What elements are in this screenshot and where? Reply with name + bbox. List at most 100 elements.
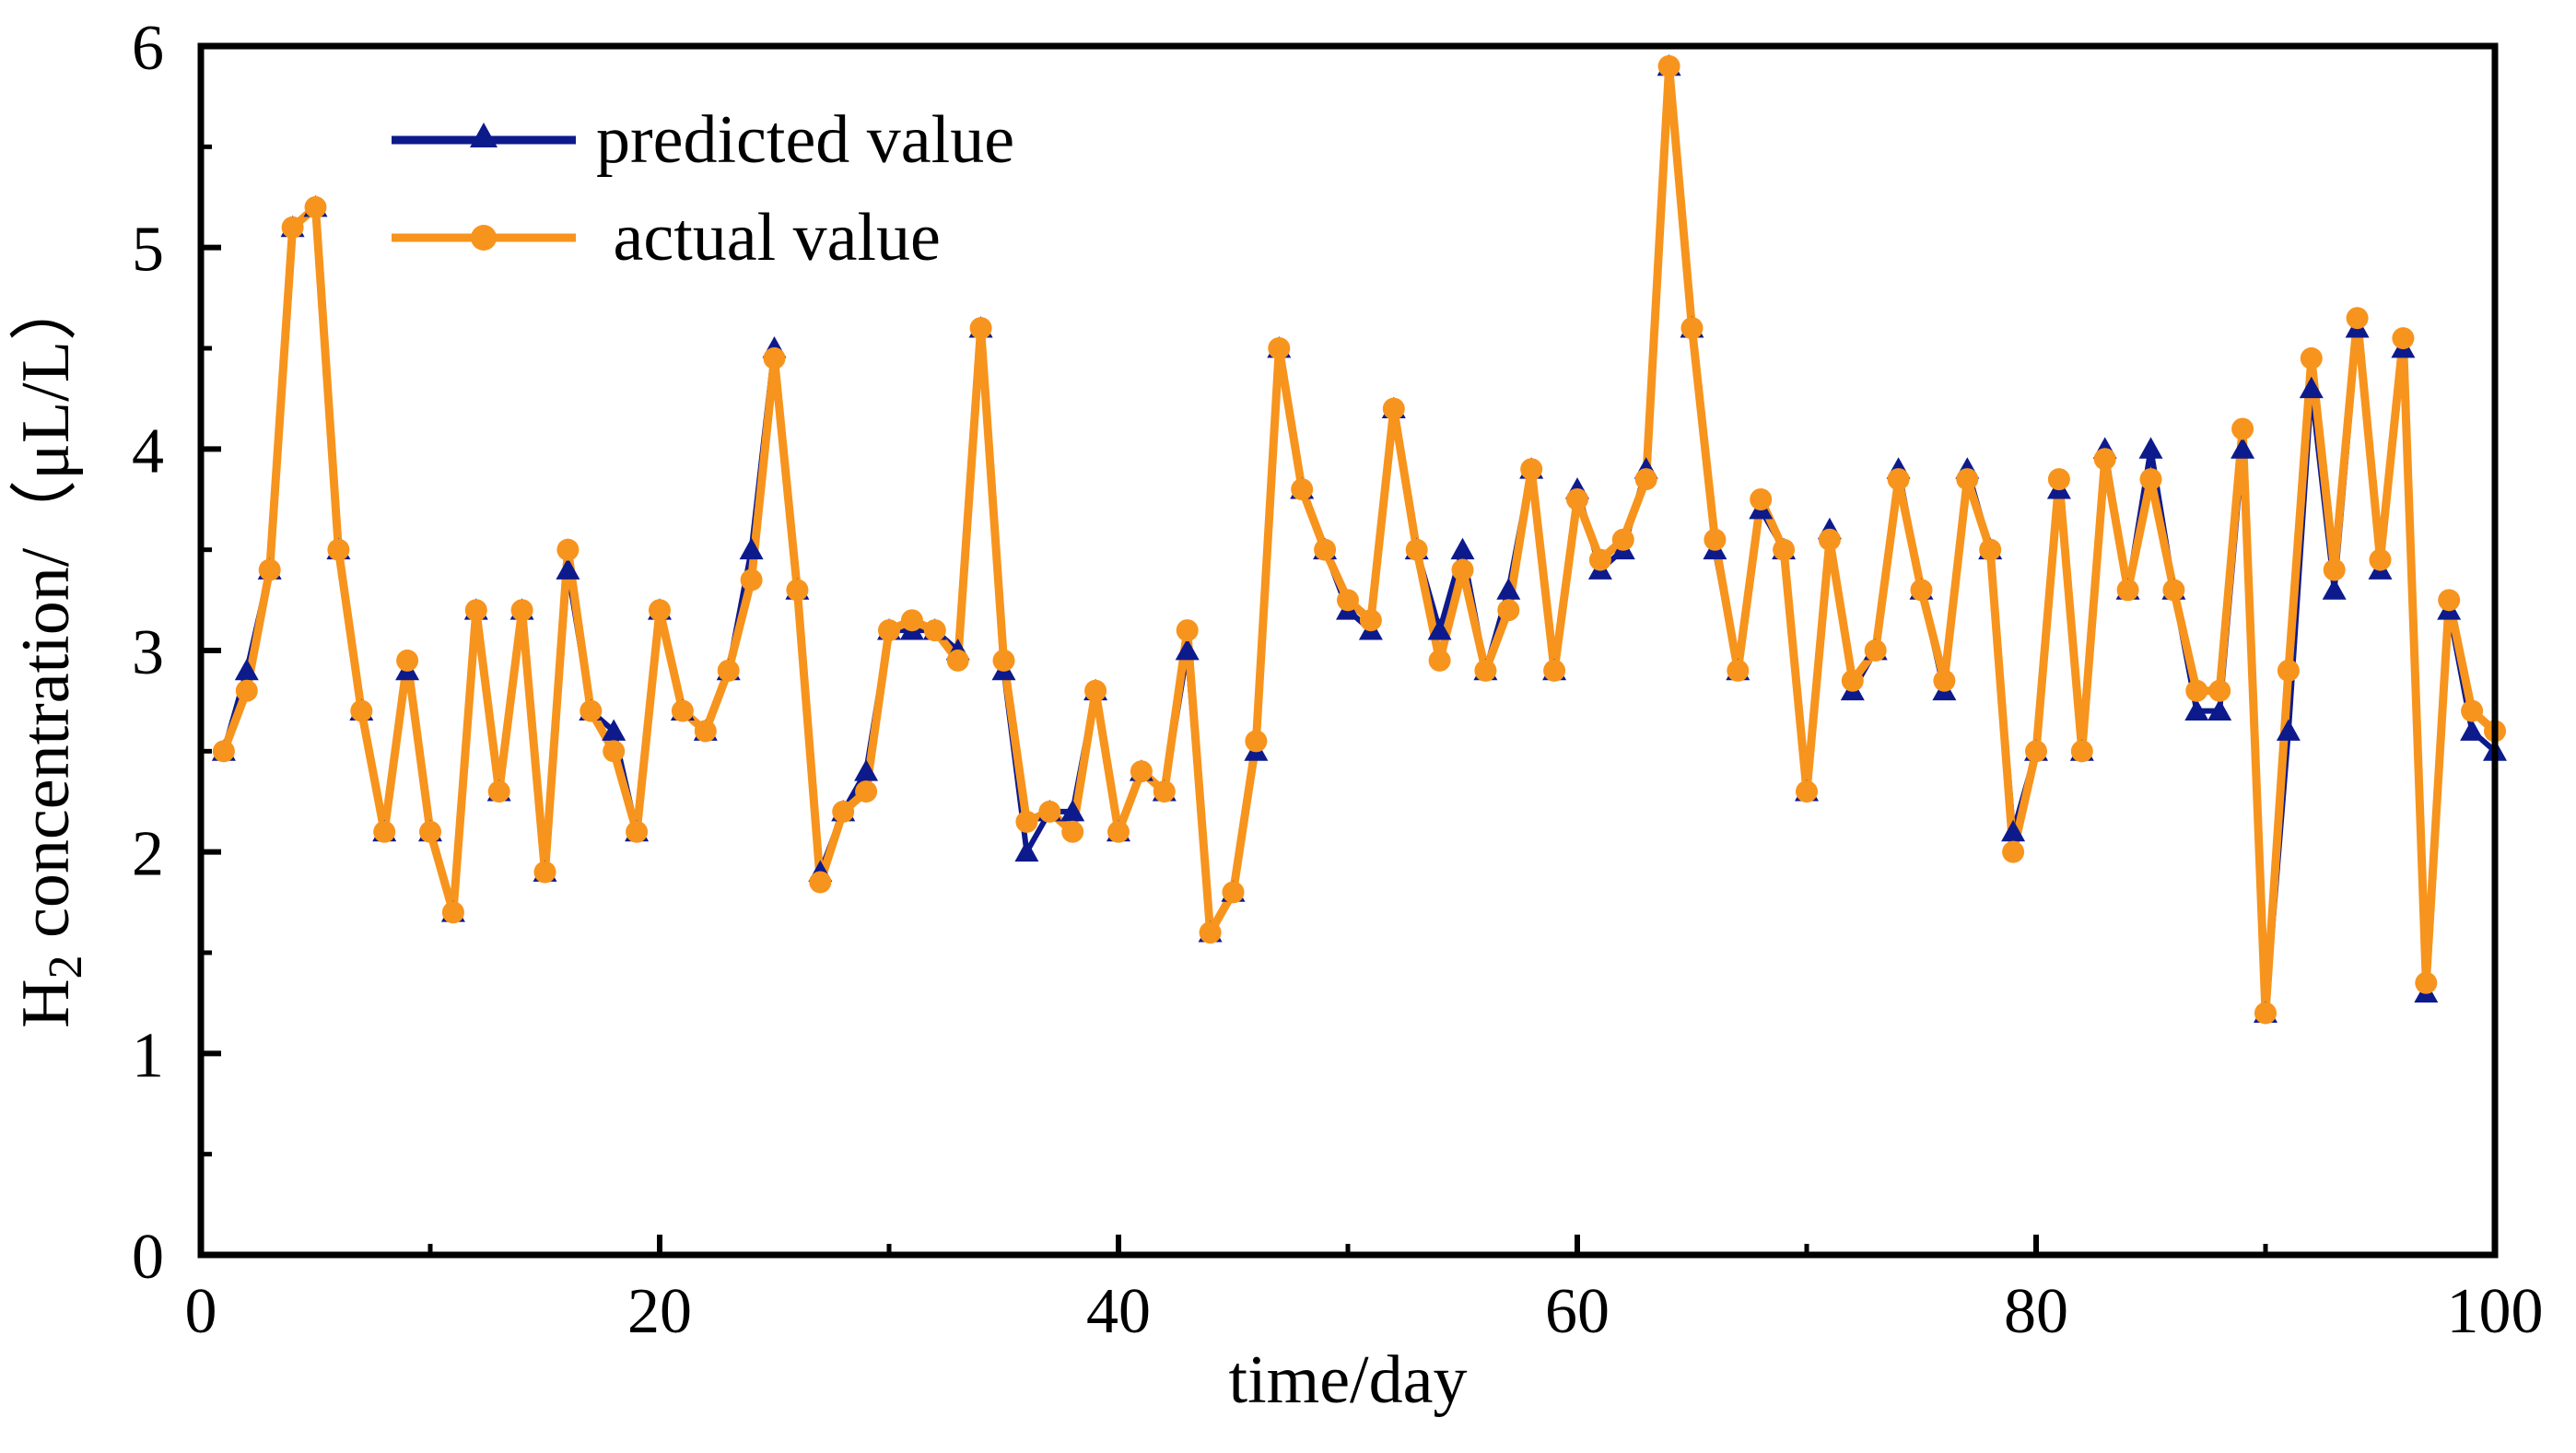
data-point-actual-value: [1359, 609, 1382, 632]
data-point-actual-value: [1061, 820, 1084, 843]
data-point-actual-value: [1933, 669, 1956, 692]
data-point-predicted-value: [854, 759, 879, 781]
data-point-actual-value: [2139, 468, 2162, 491]
data-point-actual-value: [649, 599, 671, 622]
data-point-actual-value: [2438, 589, 2461, 612]
x-axis-label: time/day: [1229, 1342, 1468, 1418]
data-point-actual-value: [900, 609, 923, 632]
data-point-actual-value: [1474, 659, 1497, 682]
data-point-actual-value: [2323, 558, 2346, 581]
data-point-actual-value: [2093, 448, 2116, 471]
data-point-actual-value: [946, 649, 969, 672]
data-point-actual-value: [1268, 337, 1291, 359]
data-point-actual-value: [1520, 458, 1543, 481]
plot-frame: [197, 42, 2499, 1259]
data-point-actual-value: [1727, 659, 1750, 682]
data-point-actual-value: [1680, 317, 1704, 340]
y-axis-label-prefix: H: [8, 978, 84, 1027]
data-point-actual-value: [1199, 921, 1222, 944]
data-point-predicted-value: [1496, 578, 1521, 600]
legend-circle-marker: [471, 225, 497, 251]
data-point-actual-value: [1222, 881, 1245, 904]
data-point-actual-value: [992, 649, 1015, 672]
data-point-predicted-value: [2184, 698, 2209, 721]
data-point-actual-value: [1979, 538, 2002, 561]
data-point-predicted-value: [602, 719, 626, 741]
data-point-actual-value: [1497, 599, 1520, 622]
data-point-actual-value: [212, 740, 235, 763]
data-point-actual-value: [809, 871, 832, 894]
data-point-actual-value: [1750, 488, 1773, 510]
data-point-predicted-value: [2231, 437, 2255, 459]
data-point-actual-value: [2254, 1002, 2277, 1025]
data-point-actual-value: [832, 800, 855, 823]
data-point-predicted-value: [2299, 376, 2324, 399]
data-point-actual-value: [580, 699, 603, 722]
data-point-actual-value: [533, 861, 556, 884]
legend: predicted value actual value: [392, 102, 1014, 275]
data-point-actual-value: [1543, 659, 1566, 682]
data-point-actual-value: [1704, 528, 1727, 551]
data-point-actual-value: [1314, 538, 1337, 561]
data-point-actual-value: [2277, 659, 2300, 682]
data-point-actual-value: [1382, 397, 1405, 420]
data-point-actual-value: [2002, 840, 2025, 863]
data-point-actual-value: [786, 579, 809, 602]
legend-entry-predicted: predicted value: [392, 102, 1014, 178]
data-point-actual-value: [1130, 760, 1153, 783]
data-point-actual-value: [1015, 810, 1038, 833]
data-point-predicted-value: [2460, 719, 2485, 741]
data-point-actual-value: [304, 195, 327, 218]
data-point-actual-value: [1038, 800, 1061, 823]
x-tick-label: 20: [627, 1276, 692, 1347]
data-point-actual-value: [2162, 579, 2185, 602]
data-point-actual-value: [2070, 740, 2093, 763]
data-point-actual-value: [487, 780, 510, 803]
data-point-predicted-value: [2001, 819, 2026, 842]
legend-entry-actual: actual value: [392, 200, 941, 275]
y-axis-label: H2 concentration/（μL/L）: [8, 273, 92, 1028]
data-point-actual-value: [281, 216, 304, 239]
axis-ticks: [198, 43, 2498, 1258]
data-point-actual-value: [2415, 971, 2438, 994]
data-point-actual-value: [1107, 820, 1130, 843]
data-point-actual-value: [350, 699, 373, 722]
data-point-actual-value: [1084, 679, 1107, 702]
y-tick-label: 0: [132, 1222, 164, 1293]
tick-labels: 0 20 40 60 80 100 0 1 2 3 4 5 6: [132, 13, 2544, 1347]
data-point-actual-value: [2461, 699, 2484, 722]
data-point-predicted-value: [2138, 437, 2163, 459]
data-point-actual-value: [1291, 478, 1314, 501]
data-point-actual-value: [1773, 538, 1796, 561]
series-line-actual-value: [219, 62, 2498, 1018]
data-point-actual-value: [1405, 538, 1428, 561]
data-point-actual-value: [2300, 346, 2323, 369]
data-point-actual-value: [510, 599, 533, 622]
series-lines: [219, 62, 2498, 1018]
series-markers: [211, 53, 2507, 1025]
data-point-actual-value: [373, 820, 396, 843]
data-point-actual-value: [671, 699, 694, 722]
y-axis-label-suffix: concentration/（μL/L）: [8, 273, 84, 955]
y-axis-label-subscript: 2: [40, 955, 92, 978]
data-point-predicted-value: [234, 658, 259, 681]
data-point-actual-value: [1841, 669, 1864, 692]
x-tick-label: 60: [1545, 1276, 1610, 1347]
data-point-predicted-value: [1450, 537, 1475, 560]
y-tick-label: 5: [132, 215, 164, 286]
data-point-actual-value: [694, 720, 717, 743]
data-point-actual-value: [2208, 679, 2231, 702]
data-point-actual-value: [626, 820, 649, 843]
data-point-actual-value: [1451, 558, 1474, 581]
x-tick-label: 40: [1086, 1276, 1151, 1347]
data-point-actual-value: [235, 679, 258, 702]
data-point-actual-value: [1428, 649, 1451, 672]
data-point-actual-value: [327, 538, 350, 561]
data-point-actual-value: [556, 538, 580, 561]
data-point-actual-value: [969, 317, 992, 340]
data-point-actual-value: [603, 740, 626, 763]
data-point-actual-value: [1611, 528, 1634, 551]
data-point-predicted-value: [2207, 698, 2232, 721]
data-point-actual-value: [396, 649, 419, 672]
